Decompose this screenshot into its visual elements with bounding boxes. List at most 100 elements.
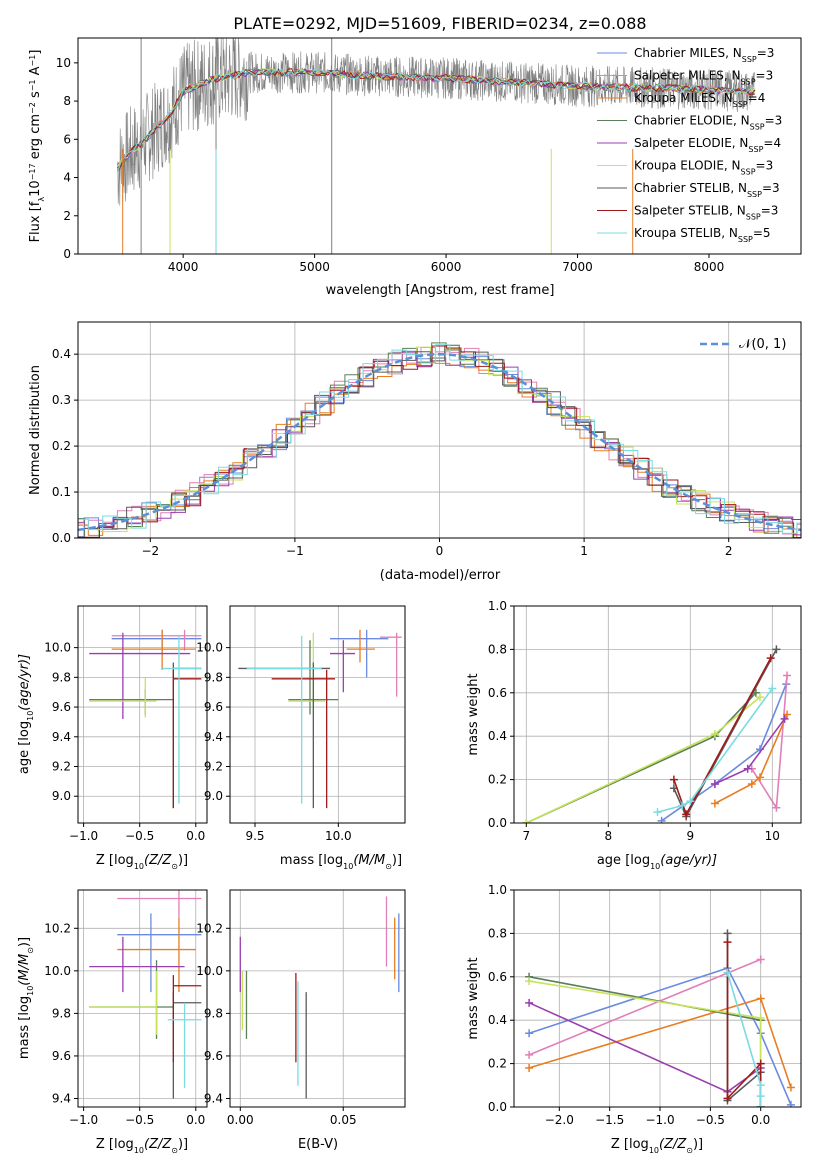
legend-label: Chabrier STELIB, NSSP=3: [634, 181, 780, 199]
y-tick-label: 0.4: [52, 347, 71, 361]
y-tick-label: 9.8: [204, 1006, 223, 1020]
mass-weight-line: [528, 958, 762, 1056]
y-tick-label: 0.6: [488, 686, 507, 700]
panel-residuals: −2 −1 0 1 2 0.0 0.1 0.2 0.3 0.4 𝒩(0, 1) (data-model…: [28, 321, 802, 583]
x-tick-label: 0.0: [186, 1113, 205, 1127]
y-tick-label: 2: [63, 209, 71, 223]
mass-weight-point: [525, 1063, 534, 1072]
mass-weight-point: [756, 693, 764, 702]
y-axis-label: mass weight: [466, 957, 481, 1039]
y-tick-label: 9.8: [52, 670, 71, 684]
mass-weight-point: [678, 801, 687, 810]
x-tick-label: −0.5: [125, 1113, 154, 1127]
mass-weight-point: [756, 1059, 765, 1068]
plot-area: [89, 890, 202, 1099]
y-tick-label: 0.8: [488, 642, 507, 656]
mass-weight-point: [669, 775, 678, 784]
mass-weight-point: [772, 645, 781, 654]
x-tick-label: −2.0: [545, 1113, 574, 1127]
panel-spectrum: 4000 5000 6000 7000 8000 0 2 4 6 8 10 Chabrier MILE…: [28, 37, 802, 298]
mass-weight-point: [525, 1029, 534, 1038]
x-axis-label: age [log10(age/yr)]: [597, 853, 717, 871]
x-tick-label: 7: [522, 829, 530, 843]
histogram-step: [78, 351, 801, 536]
spectrum-model-line: [116, 67, 755, 172]
mass-weight-line: [714, 714, 788, 805]
histogram-step: [78, 342, 801, 538]
plot-area: [78, 342, 801, 538]
x-tick-label: 2: [725, 544, 733, 558]
axes-frame: [229, 889, 406, 1108]
mass-weight-line: [726, 972, 762, 1107]
x-tick-label: −2: [141, 544, 159, 558]
mass-weight-point: [766, 654, 775, 663]
mass-weight-point: [525, 1050, 534, 1059]
plot-area: [525, 929, 795, 1107]
y-tick-label: 9.0: [204, 789, 223, 803]
plot-area: [522, 645, 792, 823]
mass-weight-point: [780, 714, 789, 723]
y-tick-label: 9.6: [204, 1049, 223, 1063]
y-tick-label: 0.8: [488, 926, 507, 940]
y-tick-label: 10.2: [44, 921, 71, 935]
y-tick-label: 1.0: [488, 883, 507, 897]
x-tick-label: 9.5: [245, 829, 264, 843]
mass-weight-point: [747, 779, 756, 788]
legend-label: Salpeter MILES, NSSP=3: [634, 69, 773, 87]
mass-weight-point: [682, 810, 691, 819]
x-tick-label: 10.0: [325, 829, 352, 843]
x-tick-label: 0.0: [751, 1113, 770, 1127]
y-tick-label: 9.4: [204, 1091, 223, 1105]
mass-weight-point: [756, 955, 765, 964]
y-tick-label: 9.6: [204, 700, 223, 714]
y-tick-label: 9.4: [204, 730, 223, 744]
plot-area: [89, 629, 202, 809]
panel-mass_vs_ebv: 0.00 0.05 9.4 9.6 9.8 10.0 10.2 E(B-V): [196, 889, 406, 1152]
y-tick-label: 9.4: [52, 730, 71, 744]
y-tick-label: 0.0: [52, 531, 71, 545]
y-tick-label: 6: [63, 132, 71, 146]
y-tick-label: 9.8: [204, 670, 223, 684]
y-tick-label: 0.3: [52, 393, 71, 407]
axes-frame: [77, 605, 208, 824]
y-tick-label: 0.0: [488, 1100, 507, 1114]
y-axis-label: Normed distribution: [28, 365, 43, 495]
y-tick-label: 0.4: [488, 729, 507, 743]
x-tick-label: 0.05: [330, 1113, 357, 1127]
axes-frame: [513, 889, 802, 1108]
mass-weight-point: [657, 816, 666, 823]
y-tick-label: 8: [63, 94, 71, 108]
x-tick-label: −1.0: [69, 829, 98, 843]
x-tick-label: 4000: [168, 260, 199, 274]
y-axis-label: age [log10(age/yr)]: [17, 654, 35, 774]
legend-label: Chabrier MILES, NSSP=3: [634, 46, 774, 64]
axes-frame: [513, 605, 802, 824]
x-tick-label: 6000: [431, 260, 462, 274]
x-tick-label: −1.0: [645, 1113, 674, 1127]
x-axis-label: wavelength [Angstrom, rest frame]: [326, 283, 555, 298]
x-tick-label: 8000: [694, 260, 725, 274]
y-tick-label: 9.4: [52, 1091, 71, 1105]
x-tick-label: 0: [436, 544, 444, 558]
x-tick-label: −1.0: [69, 1113, 98, 1127]
axes-frame: [77, 889, 208, 1108]
histogram-step: [78, 361, 801, 538]
legend-label: Kroupa MILES, NSSP=4: [634, 91, 765, 109]
mass-weight-point: [653, 808, 662, 817]
x-axis-label: E(B-V): [298, 1137, 338, 1152]
legend-label: Kroupa STELIB, NSSP=5: [634, 226, 771, 244]
y-tick-label: 9.6: [52, 700, 71, 714]
mass-weight-point: [772, 803, 781, 812]
mass-weight-point: [783, 710, 792, 719]
mass-weight-point: [723, 938, 732, 947]
panel-age_vs_Z: −1.0 −0.5 0.0 9.0 9.2 9.4 9.6 9.8 10.0 Z [log10(Z…: [17, 605, 208, 871]
axes-frame: [77, 37, 802, 255]
panel-mass_weight_vs_Z: −2.0 −1.5 −1.0 −0.5 0.0 0.0 0.2 0.4 0.6 0.8 1.0 mas…: [466, 883, 802, 1155]
gaussian-curve: [78, 352, 801, 532]
legend-label: Salpeter STELIB, NSSP=3: [634, 204, 778, 222]
mass-weight-point: [525, 998, 534, 1007]
y-tick-label: 10: [56, 56, 71, 70]
x-axis-label: mass [log10(M/M⊙)]: [280, 853, 402, 871]
mass-weight-point: [786, 1100, 795, 1107]
mass-weight-point: [756, 1092, 765, 1101]
